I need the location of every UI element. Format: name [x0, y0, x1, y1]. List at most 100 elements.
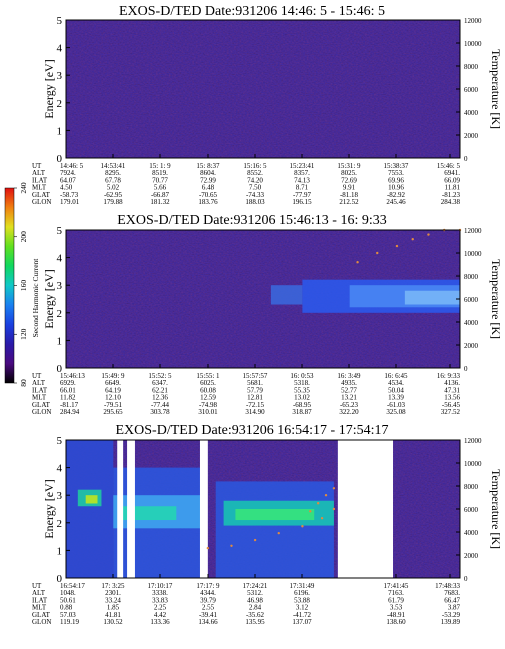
feature-band [66, 440, 114, 578]
table-cell: 7.50 [249, 184, 262, 192]
panel-2-features [270, 279, 460, 313]
colorbar-tick-label: 200 [19, 231, 28, 243]
table-cell: 13.39 [388, 394, 404, 402]
table-cell: 6.48 [202, 184, 215, 192]
table-cell: 2301. [105, 589, 121, 597]
table-cell: 16:54:17 [60, 582, 85, 590]
temperature-point [395, 244, 399, 248]
table-cell: 322.20 [339, 408, 359, 416]
y2-tick-label: 12000 [464, 17, 482, 25]
table-cell: -82.92 [387, 191, 406, 199]
table-row-label: GLAT [32, 401, 51, 409]
table-cell: 15:31: 9 [337, 162, 361, 170]
table-cell: 134.66 [198, 618, 218, 626]
table-cell: 4.42 [154, 611, 167, 619]
table-cell: 4344. [200, 589, 216, 597]
table-cell: 6196. [294, 589, 310, 597]
table-cell: 7553. [388, 169, 404, 177]
panel-3-y2label: Temperature [K] [489, 469, 503, 549]
table-cell: -66.87 [151, 191, 170, 199]
colorbar-tick-label: 160 [19, 280, 28, 292]
panel-1-ylabel: Energy [eV] [42, 59, 56, 118]
table-cell: 66.09 [444, 176, 460, 184]
y-tick-label: 5 [57, 435, 63, 447]
temperature-point [316, 502, 320, 505]
table-cell: 133.36 [150, 618, 170, 626]
y2-tick-label: 6000 [464, 86, 479, 94]
table-cell: 66.47 [444, 596, 460, 604]
table-row-label: MLT [32, 394, 47, 402]
table-cell: 14:53:41 [101, 162, 126, 170]
table-cell: -77.97 [293, 191, 312, 199]
feature-band [215, 481, 334, 578]
y2-tick-label: 8000 [464, 63, 479, 71]
table-cell: 4.50 [60, 184, 73, 192]
table-cell: 50.04 [388, 386, 404, 394]
y2-tick-label: 12000 [464, 437, 482, 445]
table-cell: 16: 0:53 [290, 372, 314, 380]
table-cell: -81.17 [60, 401, 79, 409]
panel-1-y2-ticks: 0 2000 4000 6000 8000 10000 12000 [456, 17, 482, 163]
table-cell: 5.02 [107, 184, 120, 192]
temperature-point [427, 233, 430, 236]
table-cell: 284.94 [60, 408, 80, 416]
table-cell: 57.03 [60, 611, 76, 619]
feature-band [270, 285, 303, 305]
table-cell: 5312. [247, 589, 263, 597]
table-cell: 12.59 [200, 394, 216, 402]
table-cell: -53.29 [442, 611, 461, 619]
table-cell: 53.88 [294, 596, 310, 604]
table-cell: -77.44 [151, 401, 170, 409]
table-row-label: MLT [32, 604, 47, 612]
table-cell: 5.66 [154, 184, 167, 192]
y-tick-label: 0 [57, 573, 63, 585]
table-row-label: ALT [32, 589, 46, 597]
y-tick-label: 3 [57, 280, 63, 292]
table-row-label: ILAT [32, 176, 48, 184]
table-cell: 303.78 [150, 408, 170, 416]
table-cell: 327.52 [441, 408, 461, 416]
table-row-label: ILAT [32, 386, 48, 394]
table-cell: 16: 9:33 [437, 372, 461, 380]
table-cell: 72.69 [341, 176, 357, 184]
temperature-point [356, 261, 359, 264]
panel-1: EXOS-D/TED Date:931206 14:46: 5 - 15:46:… [32, 4, 503, 206]
table-cell: 284.38 [441, 198, 461, 206]
table-cell: 17:41:45 [384, 582, 409, 590]
table-cell: -39.41 [199, 611, 218, 619]
y-tick-label: 1 [57, 545, 63, 557]
table-cell: 183.76 [198, 198, 218, 206]
table-cell: 6929. [60, 379, 76, 387]
panel-3-y2-ticks: 0 2000 4000 6000 8000 10000 12000 [456, 437, 482, 583]
table-cell: 17:10:17 [148, 582, 173, 590]
panel-2: EXOS-D/TED Date:931206 15:46:13 - 16: 9:… [32, 213, 503, 416]
table-cell: 6025. [200, 379, 216, 387]
table-row-label: GLON [32, 198, 51, 206]
table-cell: -74.33 [246, 191, 265, 199]
table-cell: -65.23 [340, 401, 359, 409]
table-cell: 325.08 [386, 408, 406, 416]
table-row-label: ILAT [32, 596, 48, 604]
table-cell: 8.71 [296, 184, 309, 192]
table-cell: 16: 6:45 [384, 372, 408, 380]
table-cell: -72.15 [246, 401, 265, 409]
table-cell: 52.77 [341, 386, 357, 394]
table-cell: 4534. [388, 379, 404, 387]
table-cell: 39.79 [200, 596, 216, 604]
table-cell: 8604. [200, 169, 216, 177]
table-row-label: ALT [32, 379, 46, 387]
table-cell: 17: 3:25 [101, 582, 125, 590]
y-tick-label: 5 [57, 15, 63, 27]
panel-1-noise [66, 20, 460, 158]
table-cell: 55.35 [294, 386, 310, 394]
panel-3-title: EXOS-D/TED Date:931206 16:54:17 - 17:54:… [116, 423, 389, 438]
colorbar-tick-label: 120 [19, 328, 28, 340]
table-row-label: UT [32, 162, 42, 170]
y2-tick-label: 8000 [464, 273, 479, 281]
table-cell: -35.62 [246, 611, 265, 619]
table-cell: 15:46:13 [60, 372, 85, 380]
table-cell: 11.82 [60, 394, 76, 402]
table-cell: 17:17: 9 [196, 582, 220, 590]
panel-3-y-ticks: 0 1 2 3 4 5 [57, 435, 70, 585]
